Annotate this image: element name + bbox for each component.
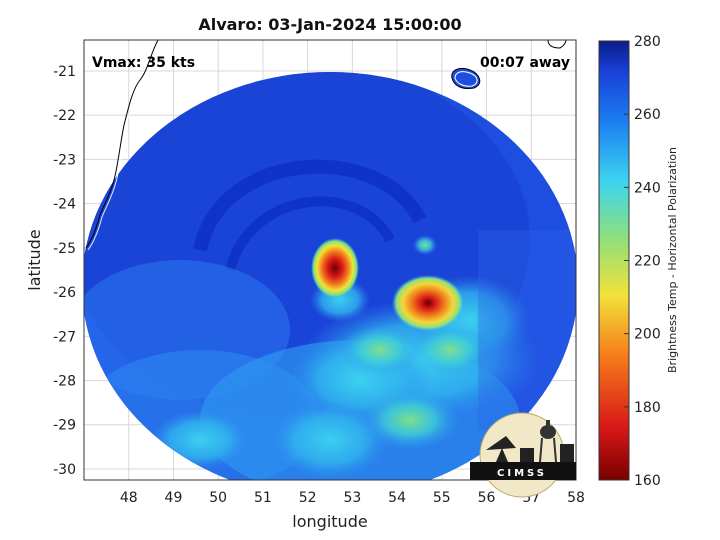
colorbar-tick-label: 160 (634, 473, 661, 489)
x-tick-label: 52 (299, 490, 317, 506)
y-tick-label: -22 (53, 108, 76, 124)
satellite-swath (84, 72, 576, 480)
y-tick-label: -29 (53, 418, 76, 434)
x-tick-label: 49 (165, 490, 183, 506)
y-axis-label: latitude (25, 229, 44, 290)
x-tick-label: 53 (343, 490, 361, 506)
storm-core-west (311, 238, 359, 298)
x-tick-label: 48 (120, 490, 138, 506)
y-tick-label: -25 (53, 241, 76, 257)
x-tick-label: 54 (388, 490, 406, 506)
colorbar-tick-label: 280 (634, 34, 661, 50)
time-away-annotation: 00:07 away (480, 55, 570, 71)
coastline (85, 40, 567, 251)
cimss-logo-icon: CIMSS (470, 412, 576, 498)
colorbar-tick-label: 220 (634, 254, 661, 270)
y-tick-label: -30 (53, 462, 76, 478)
y-tick-label: -28 (53, 374, 76, 390)
y-tick-label: -26 (53, 285, 76, 301)
logo-text: CIMSS (497, 468, 547, 479)
x-tick-labels: 48 49 50 51 52 53 54 55 56 57 58 (120, 490, 585, 506)
x-tick-label: 51 (254, 490, 272, 506)
plot-frame (83, 39, 577, 481)
x-axis-label: longitude (292, 512, 367, 531)
colorbar-label: Brightness Temp - Horizontal Polarizatio… (666, 147, 679, 373)
vmax-annotation: Vmax: 35 kts (92, 55, 195, 71)
x-tick-label: 56 (478, 490, 496, 506)
y-tick-label: -23 (53, 152, 76, 168)
x-tick-label: 55 (433, 490, 451, 506)
y-tick-label: -24 (53, 197, 76, 213)
y-tick-label: -27 (53, 329, 76, 345)
x-tick-label: 50 (209, 490, 227, 506)
colorbar-tick-label: 200 (634, 327, 661, 343)
storm-core-east (392, 275, 464, 331)
colorbar-ticks: 280 260 240 220 200 180 160 (624, 34, 661, 489)
y-tick-labels: -21 -22 -23 -24 -25 -26 -27 -28 -29 -30 (53, 64, 76, 478)
y-tick-label: -21 (53, 64, 76, 80)
x-tick-label: 58 (567, 490, 585, 506)
colorbar-tick-label: 260 (634, 107, 661, 123)
chart-title: Alvaro: 03-Jan-2024 15:00:00 (198, 15, 461, 34)
colorbar-tick-label: 180 (634, 400, 661, 416)
colorbar-tick-label: 240 (634, 180, 661, 196)
